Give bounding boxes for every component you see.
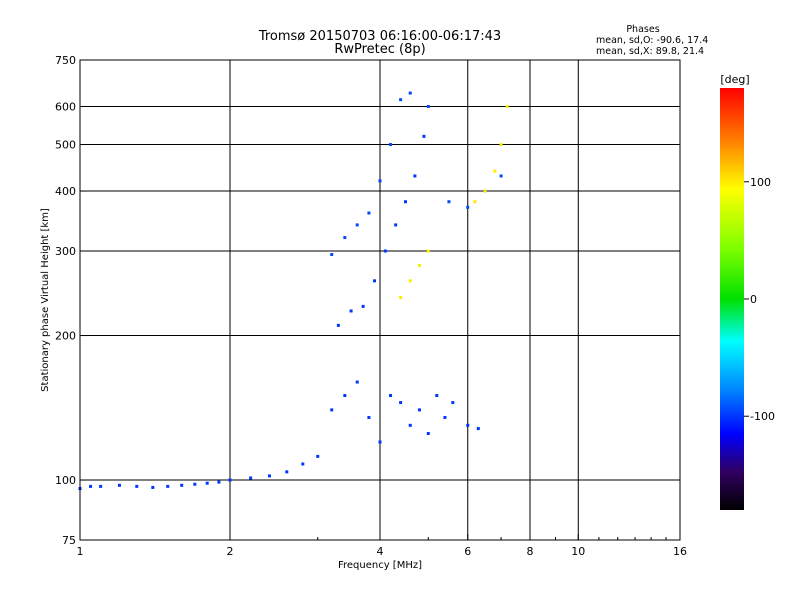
y-axis-label: Stationary phase Virtual Height [km] <box>40 208 51 392</box>
data-point <box>399 296 403 300</box>
data-point <box>301 462 305 466</box>
x-tick-label: 4 <box>377 545 384 558</box>
data-point <box>417 263 421 267</box>
data-point <box>166 484 170 488</box>
data-point <box>267 474 271 478</box>
stats-line-x: mean, sd,X: 89.8, 21.4 <box>596 46 704 57</box>
data-point <box>408 91 412 95</box>
grid <box>80 60 680 540</box>
colorbar-label: [deg] <box>720 73 749 86</box>
data-point <box>367 211 371 215</box>
colorbar-tick-label: 100 <box>750 176 771 189</box>
data-point <box>417 408 421 412</box>
stats-header: Phases <box>626 24 659 35</box>
data-point <box>228 478 232 482</box>
x-tick-label: 1 <box>77 545 84 558</box>
data-point <box>343 394 347 398</box>
data-point <box>361 304 365 308</box>
data-point <box>343 236 347 240</box>
data-point <box>505 105 509 109</box>
data-point <box>493 169 497 173</box>
x-axis: 1 2 4 6 8 10 16 <box>77 534 687 558</box>
data-points <box>78 91 509 491</box>
x-tick-label: 16 <box>673 545 687 558</box>
data-point <box>193 482 197 486</box>
y-axis: 75 100 200 300 400 500 600 750 <box>55 54 86 547</box>
data-point <box>367 415 371 419</box>
y-tick-label: 750 <box>55 54 76 67</box>
data-point <box>413 174 417 178</box>
data-point <box>466 205 470 209</box>
chart-title: Tromsø 20150703 06:16:00-06:17:43 <box>258 29 501 44</box>
data-point <box>249 476 253 480</box>
data-point <box>451 401 455 405</box>
data-point <box>466 423 470 427</box>
data-point <box>447 200 451 204</box>
data-point <box>389 394 393 398</box>
data-point <box>408 279 412 283</box>
data-point <box>399 401 403 405</box>
data-point <box>383 249 387 253</box>
data-point <box>483 189 487 193</box>
y-tick-label: 100 <box>55 474 76 487</box>
data-point <box>373 279 377 283</box>
data-point <box>349 309 353 313</box>
x-tick-label: 6 <box>464 545 471 558</box>
x-tick-label: 2 <box>227 545 234 558</box>
data-point <box>180 483 184 487</box>
data-point <box>399 98 403 102</box>
data-point <box>499 174 503 178</box>
data-point <box>435 394 439 398</box>
data-point <box>151 485 155 489</box>
data-point <box>205 481 209 485</box>
data-point <box>378 179 382 183</box>
data-point <box>426 432 430 436</box>
data-point <box>336 323 340 327</box>
data-point <box>330 253 334 257</box>
colorbar-tick-label: -100 <box>750 410 775 423</box>
data-point <box>426 105 430 109</box>
y-tick-label: 400 <box>55 185 76 198</box>
data-point <box>316 454 320 458</box>
colorbar-ticks: 100 0 -100 <box>744 176 775 423</box>
data-point <box>378 440 382 444</box>
colorbar-tick-label: 0 <box>750 293 757 306</box>
data-point <box>394 223 398 227</box>
data-point <box>89 484 93 488</box>
data-point <box>355 223 359 227</box>
y-tick-label: 200 <box>55 330 76 343</box>
data-point <box>408 423 412 427</box>
data-point <box>476 427 480 431</box>
stats-line-o: mean, sd,O: -90.6, 17.4 <box>596 35 708 46</box>
data-point <box>499 143 503 147</box>
data-point <box>135 484 139 488</box>
y-tick-label: 75 <box>62 534 76 547</box>
data-point <box>99 484 103 488</box>
x-axis-label: Frequency [MHz] <box>338 560 422 571</box>
data-point <box>355 380 359 384</box>
y-tick-label: 300 <box>55 245 76 258</box>
data-point <box>285 470 289 474</box>
data-point <box>443 415 447 419</box>
data-point <box>117 483 121 487</box>
colorbar <box>720 88 744 510</box>
data-point <box>330 408 334 412</box>
data-point <box>403 200 407 204</box>
data-point <box>473 200 477 204</box>
data-point <box>422 134 426 138</box>
data-point <box>389 143 393 147</box>
y-tick-label: 500 <box>55 139 76 152</box>
data-point <box>217 480 221 484</box>
x-tick-label: 10 <box>571 545 585 558</box>
y-tick-label: 600 <box>55 101 76 114</box>
x-tick-label: 8 <box>527 545 534 558</box>
chart-subtitle: RwPretec (8p) <box>334 42 425 57</box>
data-point <box>426 249 430 253</box>
